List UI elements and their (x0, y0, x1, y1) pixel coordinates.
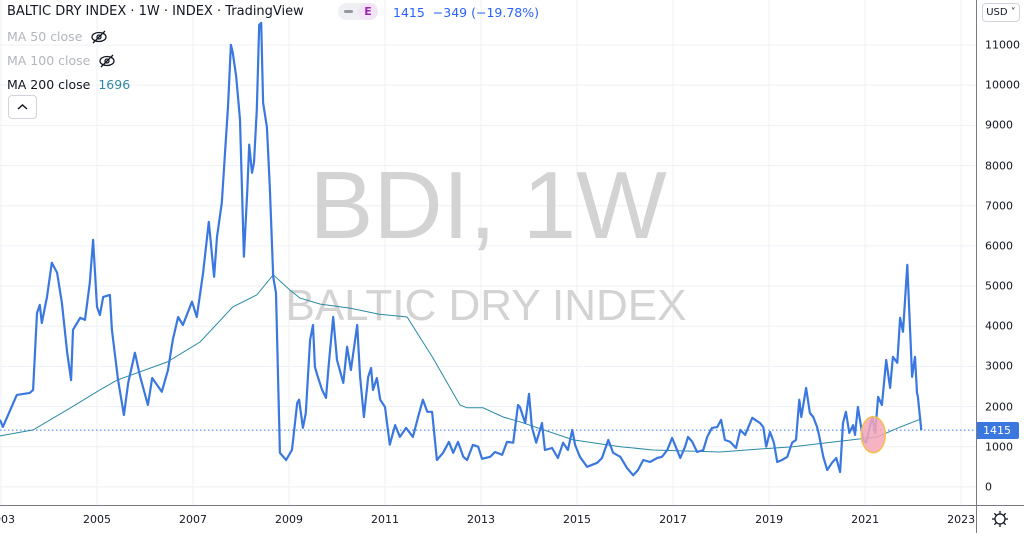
x-tick-label: 2017 (659, 513, 688, 526)
collapse-legend-button[interactable] (8, 95, 37, 119)
y-tick-label: 10000 (985, 78, 1020, 92)
last-price-tag: 1415 (977, 421, 1019, 439)
indicator-ma100[interactable]: MA 100 close (7, 53, 116, 68)
price-axis[interactable]: USD ˅ 1415 0 1000 2000 3000 4000 5000 6000 7000… (976, 0, 1024, 505)
x-tick-label: 2013 (467, 513, 496, 526)
watermark-name: BALTIC DRY INDEX (285, 281, 686, 330)
y-tick-label: 1000 (985, 440, 1013, 454)
event-badge[interactable]: E (358, 3, 378, 20)
y-tick-label: 11000 (985, 38, 1020, 52)
y-tick-label: 7000 (985, 199, 1013, 213)
indicator-label: MA 200 close (7, 77, 91, 92)
currency-label: USD (986, 7, 1008, 18)
last-price: 1415 (393, 5, 425, 20)
eye-off-icon[interactable] (98, 54, 116, 68)
market-status-icon (344, 10, 353, 13)
price-line (0, 21, 923, 477)
y-tick-label: 8000 (985, 159, 1013, 173)
eye-off-icon[interactable] (90, 30, 108, 44)
price-chart[interactable]: BDI, 1W BALTIC DRY INDEX (0, 0, 976, 505)
symbol-title[interactable]: BALTIC DRY INDEX · 1W · INDEX · TradingV… (7, 4, 304, 19)
price-change-pct: (−19.78%) (471, 5, 539, 20)
x-tick-label: 2021 (851, 513, 880, 526)
currency-dropdown[interactable]: USD ˅ (982, 3, 1020, 22)
y-tick-label: 3000 (985, 359, 1013, 373)
indicator-label: MA 50 close (7, 29, 83, 44)
gear-icon[interactable] (977, 506, 1024, 533)
x-tick-label: 2011 (371, 513, 400, 526)
y-tick-label: 2000 (985, 400, 1013, 414)
x-tick-label: 2003 (0, 513, 15, 526)
indicator-ma200[interactable]: MA 200 close 1696 (7, 77, 130, 92)
axis-settings[interactable] (976, 505, 1024, 533)
x-tick-label: 2005 (82, 513, 111, 526)
highlight-ellipse[interactable] (860, 415, 887, 454)
indicator-ma50[interactable]: MA 50 close (7, 29, 108, 44)
price-quote: 1415 −349 (−19.78%) (393, 5, 539, 20)
y-tick-label: 0 (985, 480, 992, 494)
chart-pane[interactable]: BDI, 1W BALTIC DRY INDEX (0, 0, 976, 505)
y-tick-label: 6000 (985, 239, 1013, 253)
price-change: −349 (432, 5, 468, 20)
y-tick-label: 5000 (985, 279, 1013, 293)
ma200-line (0, 274, 922, 453)
x-tick-label: 2009 (275, 513, 303, 526)
chevron-up-icon (17, 103, 28, 110)
x-tick-label: 2023 (947, 513, 976, 526)
indicator-label: MA 100 close (7, 53, 91, 68)
y-tick-label: 9000 (985, 118, 1013, 132)
x-tick-label: 2007 (178, 513, 207, 526)
watermark-symbol: BDI, 1W (309, 152, 667, 259)
indicator-value: 1696 (98, 77, 131, 92)
x-tick-label: 2019 (755, 513, 784, 526)
x-tick-label: 2015 (563, 513, 592, 526)
time-axis[interactable]: 2003 2005 2007 2009 2011 2013 2015 2017 2019 2021… (0, 505, 976, 533)
status-pill[interactable]: E (338, 3, 378, 20)
y-tick-label: 4000 (985, 319, 1013, 333)
